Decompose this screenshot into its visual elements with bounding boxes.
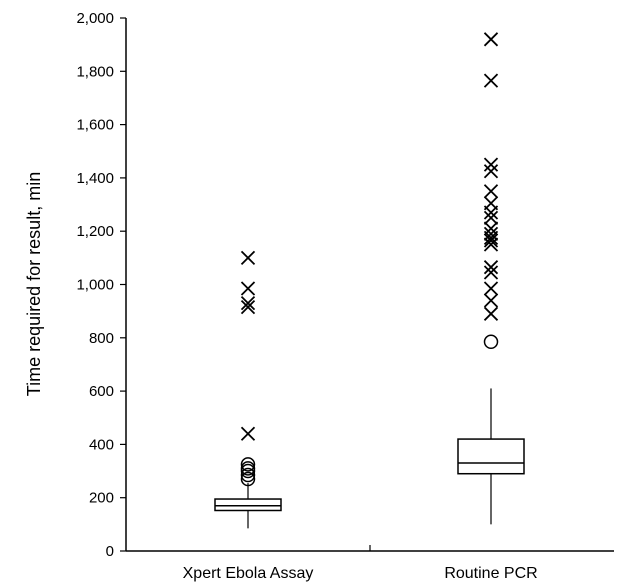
outlier-cross-stroke [483, 157, 499, 172]
x-category-label: Xpert Ebola Assay [183, 565, 314, 582]
y-ticks: 0 200 400 600 800 1,000 1,200 1,400 1,600 1,800 2,… [76, 10, 126, 560]
outlier-cross-stroke [483, 306, 499, 321]
outlier-cross [483, 265, 499, 280]
y-tick-label: 600 [89, 383, 114, 400]
outlier-cross-stroke [483, 32, 499, 47]
outlier-cross-stroke [483, 164, 499, 179]
category-labels: Xpert Ebola Assay Routine PCR [183, 565, 538, 582]
y-axis-title: Time required for result, min [24, 172, 44, 396]
y-tick-label: 1,200 [76, 223, 114, 240]
outlier-cross [483, 157, 499, 172]
y-tick-label: 0 [106, 543, 114, 560]
y-tick-label: 1,800 [76, 63, 114, 80]
outlier-circle [483, 334, 499, 350]
y-tick-label: 1,000 [76, 277, 114, 294]
iqr-box [214, 498, 282, 512]
outlier-cross [483, 221, 499, 236]
outlier-cross-stroke [483, 233, 499, 248]
outlier-cross [240, 250, 256, 265]
outlier-circle [240, 471, 256, 487]
y-tick-label: 200 [89, 490, 114, 507]
axes [125, 18, 614, 552]
outlier-cross-stroke [240, 426, 256, 441]
outlier-cross [483, 184, 499, 199]
outlier-cross [483, 32, 499, 47]
outlier-cross [240, 300, 256, 315]
outlier-cross [483, 306, 499, 321]
outlier-cross [483, 260, 499, 275]
y-tick-label: 1,400 [76, 170, 114, 187]
outlier-cross [483, 293, 499, 308]
outlier-cross-stroke [240, 300, 256, 315]
outlier-cross [483, 164, 499, 179]
outlier-cross-stroke [240, 296, 256, 311]
outlier-circle [240, 457, 256, 472]
box-group [214, 250, 282, 529]
outlier-cross [483, 226, 499, 242]
box-group [457, 32, 525, 525]
outlier-cross-stroke [483, 73, 499, 88]
y-tick-label: 2,000 [76, 10, 114, 27]
outlier-cross [240, 426, 256, 441]
y-tick-label: 400 [89, 436, 114, 453]
outlier-cross [483, 233, 499, 248]
boxes [214, 32, 525, 529]
iqr-box [457, 438, 525, 475]
outlier-cross [483, 210, 499, 226]
outlier-circle [240, 467, 256, 483]
outlier-cross-stroke [483, 281, 499, 296]
outlier-cross-stroke [483, 260, 499, 275]
outlier-cross [483, 281, 499, 296]
outlier-cross [483, 237, 499, 252]
outlier-cross-stroke [240, 250, 256, 265]
outlier-cross-stroke [483, 221, 499, 236]
outlier-cross-stroke [483, 184, 499, 199]
outlier-cross-stroke [483, 237, 499, 252]
outlier-cross-stroke [483, 196, 499, 211]
outlier-cross [240, 281, 256, 296]
outlier-cross [483, 196, 499, 211]
outlier-cross-stroke [483, 293, 499, 308]
x-category-label: Routine PCR [444, 565, 537, 582]
y-tick-label: 1,600 [76, 117, 114, 134]
outlier-cross-stroke [483, 210, 499, 226]
outlier-cross-stroke [240, 281, 256, 296]
y-tick-label: 800 [89, 330, 114, 347]
outlier-cross-stroke [483, 265, 499, 280]
outlier-cross [240, 296, 256, 311]
outlier-circle [240, 461, 256, 476]
outlier-cross-stroke [483, 226, 499, 242]
outlier-cross [483, 73, 499, 88]
